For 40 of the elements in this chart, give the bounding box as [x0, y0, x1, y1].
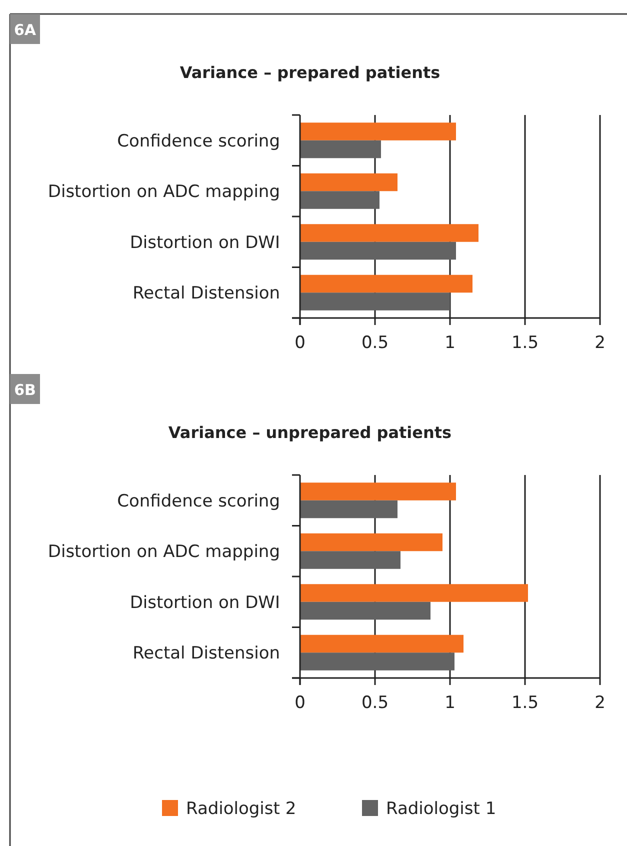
bar: [300, 140, 381, 158]
y-tick-label: Distortion on DWI: [130, 232, 280, 253]
bar: [300, 533, 442, 552]
bar: [300, 634, 464, 653]
bar: [300, 292, 450, 310]
legend-label: Radiologist 2: [186, 799, 296, 819]
bar: [300, 122, 456, 140]
x-tick-label: 1.5: [511, 333, 539, 353]
bar: [300, 652, 454, 670]
chart-title: Variance – prepared patients: [180, 63, 440, 82]
x-tick-label: 1: [444, 333, 456, 353]
bar: [300, 274, 472, 293]
bar: [300, 602, 430, 620]
y-tick-label: Distortion on ADC mapping: [48, 182, 280, 202]
bar: [300, 191, 380, 209]
y-tick-label: Confidence scoring: [117, 131, 280, 152]
y-tick-label: Rectal Distension: [132, 284, 280, 304]
x-tick-label: 0: [294, 693, 306, 713]
x-tick-label: 1: [444, 693, 456, 713]
x-tick-label: 1.5: [511, 693, 539, 713]
x-tick-label: 2: [594, 333, 606, 353]
y-tick-label: Distortion on ADC mapping: [48, 542, 280, 562]
text: 6B: [14, 381, 36, 399]
chart-title: Variance – unprepared patients: [168, 423, 452, 442]
bar: [300, 224, 478, 242]
bar: [300, 482, 456, 500]
y-tick-label: Confidence scoring: [117, 491, 280, 512]
bar: [300, 173, 398, 192]
bar: [300, 500, 398, 518]
y-tick-label: Distortion on DWI: [130, 592, 280, 613]
text: 6A: [14, 21, 36, 39]
x-tick-label: 0: [294, 333, 306, 353]
bar: [300, 551, 400, 569]
x-tick-label: 0.5: [361, 693, 389, 713]
bar: [300, 242, 456, 260]
x-tick-label: 2: [594, 693, 606, 713]
x-tick-label: 0.5: [361, 333, 389, 353]
bar: [300, 584, 528, 602]
legend-label: Radiologist 1: [386, 799, 496, 819]
y-tick-label: Rectal Distension: [132, 644, 280, 664]
